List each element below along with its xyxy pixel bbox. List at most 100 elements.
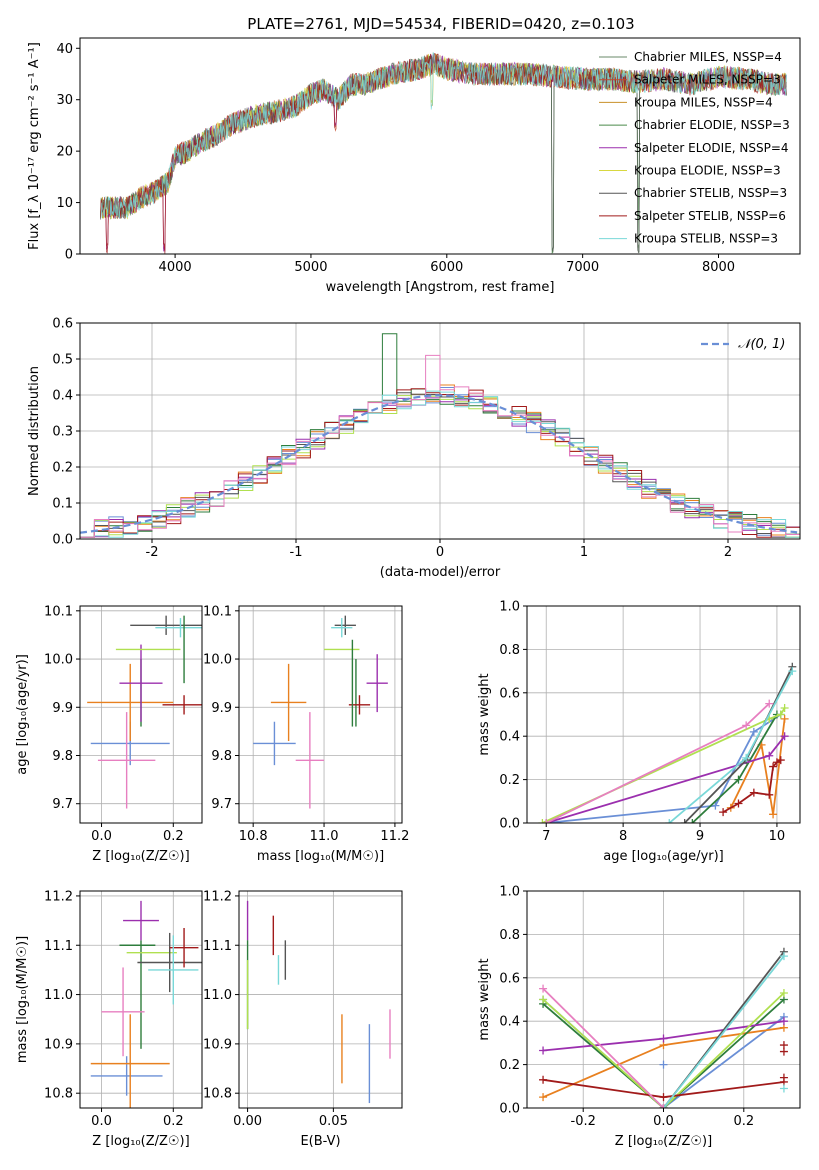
z-mass-plot-area bbox=[90, 900, 202, 1108]
legend-label: Salpeter MILES, NSSP=3 bbox=[634, 73, 781, 87]
legend-label: 𝒩(0, 1) bbox=[738, 337, 785, 352]
spectrum-ylabel: Flux [f_λ 10⁻¹⁷ erg cm⁻² s⁻¹ A⁻¹] bbox=[27, 42, 42, 250]
spectrum-plot-area bbox=[100, 51, 787, 254]
histogram-series-4 bbox=[80, 395, 800, 538]
mass-age-axes bbox=[235, 606, 402, 827]
y-tick-label: 0 bbox=[65, 248, 73, 263]
age-weight-marker bbox=[765, 699, 774, 708]
y-tick-label: 9.9 bbox=[211, 701, 232, 716]
legend-label: Kroupa ELODIE, NSSP=3 bbox=[634, 164, 781, 178]
legend-label: Salpeter STELIB, NSSP=6 bbox=[634, 209, 786, 223]
age-weight-marker bbox=[542, 819, 551, 823]
z-weight-marker bbox=[539, 995, 548, 1004]
age-weight-marker bbox=[780, 732, 789, 741]
y-tick-label: 10.8 bbox=[44, 1087, 73, 1102]
z-age-xlabel: Z [log₁₀(Z/Z☉)] bbox=[92, 849, 189, 864]
y-tick-label: 40 bbox=[56, 42, 73, 57]
x-tick-label: 10.8 bbox=[239, 829, 268, 844]
x-tick-label: -1 bbox=[290, 545, 303, 560]
y-tick-label: 0.4 bbox=[499, 1015, 520, 1030]
x-tick-label: 7 bbox=[542, 829, 550, 844]
ebv-mass-axes bbox=[235, 891, 402, 1112]
legend-label: Chabrier MILES, NSSP=4 bbox=[634, 50, 782, 64]
z-weight-marker bbox=[539, 1046, 548, 1055]
spectrum-series-5 bbox=[100, 53, 787, 220]
y-tick-label: 0.3 bbox=[52, 425, 73, 440]
y-tick-label: 11.0 bbox=[44, 988, 73, 1003]
age-weight-series-7 bbox=[668, 670, 794, 823]
x-tick-label: 0.0 bbox=[653, 1114, 674, 1129]
x-tick-label: 0.0 bbox=[91, 829, 112, 844]
age-weight-marker bbox=[749, 788, 758, 797]
y-tick-label: 10.9 bbox=[203, 1037, 232, 1052]
x-tick-label: 7000 bbox=[566, 260, 599, 275]
y-tick-label: 0.8 bbox=[499, 643, 520, 658]
y-tick-label: 10.9 bbox=[44, 1037, 73, 1052]
y-tick-label: 11.2 bbox=[203, 889, 232, 904]
z-age-ylabel: age [log₁₀(age/yr)] bbox=[15, 654, 30, 775]
x-tick-label: 6000 bbox=[430, 260, 463, 275]
y-tick-label: 0.4 bbox=[499, 730, 520, 745]
residuals-xlabel: (data-model)/error bbox=[380, 565, 501, 580]
histogram-series-6 bbox=[80, 388, 800, 538]
z-weight-marker bbox=[539, 1093, 548, 1102]
y-tick-label: 11.2 bbox=[44, 889, 73, 904]
x-tick-label: 11.2 bbox=[380, 829, 409, 844]
z-weight-ylabel: mass weight bbox=[477, 958, 492, 1040]
x-tick-label: 0.2 bbox=[163, 829, 184, 844]
y-tick-label: 0.4 bbox=[52, 389, 73, 404]
mass-age-xlabel: mass [log₁₀(M/M☉)] bbox=[257, 849, 384, 864]
z-weight-xlabel: Z [log₁₀(Z/Z☉)] bbox=[615, 1134, 712, 1149]
spectrum-series-8 bbox=[100, 51, 787, 220]
age-weight-marker bbox=[734, 775, 743, 784]
x-tick-label: -0.2 bbox=[571, 1114, 596, 1129]
x-tick-label: -2 bbox=[146, 545, 159, 560]
z-weight-marker bbox=[539, 1075, 548, 1084]
z-weight-frame bbox=[526, 890, 801, 1109]
y-tick-label: 11.0 bbox=[203, 988, 232, 1003]
z-weight-series-2 bbox=[542, 998, 785, 1108]
z-mass-xlabel: Z [log₁₀(Z/Z☉)] bbox=[92, 1134, 189, 1149]
z-weight-series-4 bbox=[542, 992, 785, 1108]
age-weight-marker bbox=[749, 727, 758, 736]
y-tick-label: 9.7 bbox=[52, 797, 73, 812]
z-weight-marker bbox=[779, 1073, 788, 1082]
y-tick-label: 9.7 bbox=[211, 797, 232, 812]
y-tick-label: 10.1 bbox=[44, 604, 73, 619]
z-weight-marker bbox=[659, 1060, 668, 1069]
y-tick-label: 9.8 bbox=[211, 749, 232, 764]
x-tick-label: 0.05 bbox=[319, 1114, 348, 1129]
age-weight-marker bbox=[780, 703, 789, 712]
y-tick-label: 0.8 bbox=[499, 928, 520, 943]
spectrum-axes bbox=[76, 47, 719, 258]
legend-label: Kroupa STELIB, NSSP=3 bbox=[634, 232, 778, 246]
y-tick-label: 0.6 bbox=[499, 971, 520, 986]
y-tick-label: 0.0 bbox=[499, 817, 520, 832]
z-weight-series-7 bbox=[662, 955, 785, 1108]
x-tick-label: 8 bbox=[619, 829, 627, 844]
age-weight-marker bbox=[769, 762, 778, 771]
y-tick-label: 0.2 bbox=[499, 773, 520, 788]
age-weight-frame bbox=[526, 605, 801, 824]
y-tick-label: 0.2 bbox=[52, 461, 73, 476]
y-tick-label: 0.6 bbox=[499, 686, 520, 701]
age-weight-marker bbox=[769, 810, 778, 819]
age-weight-marker bbox=[776, 756, 785, 765]
x-tick-label: 0.2 bbox=[163, 1114, 184, 1129]
ebv-mass-plot-area bbox=[246, 900, 391, 1104]
z-weight-marker bbox=[659, 1093, 668, 1102]
z-weight-marker bbox=[659, 1104, 668, 1108]
residuals-axes bbox=[76, 322, 800, 543]
z-weight-marker bbox=[779, 1017, 788, 1026]
y-tick-label: 10.0 bbox=[203, 653, 232, 668]
figure-title: PLATE=2761, MJD=54534, FIBERID=0420, z=0… bbox=[247, 15, 634, 33]
age-weight-series-1 bbox=[729, 718, 786, 815]
y-tick-label: 11.1 bbox=[44, 939, 73, 954]
z-mass-axes bbox=[76, 891, 202, 1112]
residuals-frame bbox=[79, 322, 801, 540]
age-weight-ylabel: mass weight bbox=[477, 673, 492, 755]
histogram-series-8 bbox=[80, 354, 800, 538]
age-weight-marker bbox=[776, 710, 785, 719]
z-age-axes bbox=[76, 606, 202, 827]
